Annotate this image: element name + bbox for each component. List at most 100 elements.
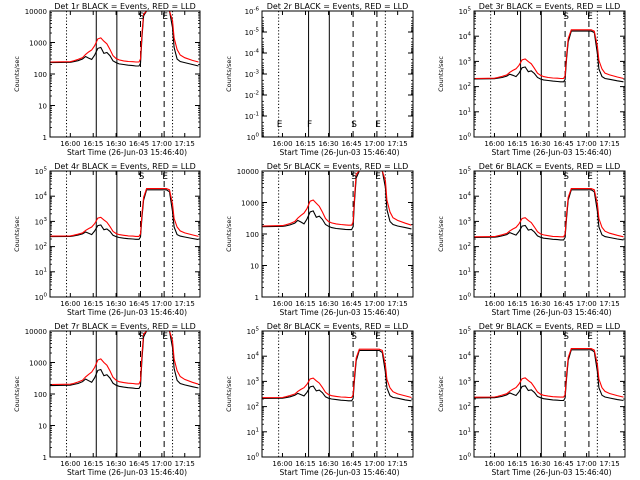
x-tick-label: 16:30 [318, 460, 338, 468]
y-tick-label: 105 [459, 7, 472, 17]
x-tick-label: 16:45 [341, 140, 361, 148]
y-tick-label: 100 [246, 231, 259, 239]
x-tick-label: 17:00 [577, 460, 597, 468]
y-tick-label: 101 [459, 267, 471, 277]
y-axis-label: Counts/sec [13, 216, 21, 252]
event-marker: S [351, 120, 357, 130]
x-axis-label: Start Time (26-Jun-03 15:46:40) [280, 468, 400, 477]
y-tick-label: 100 [34, 391, 47, 399]
y-tick-label: 1 [43, 454, 47, 462]
series-line-events [262, 349, 412, 402]
series-group [474, 29, 624, 83]
x-tick-label: 16:00 [272, 460, 292, 468]
panel-title: Det 9r BLACK = Events, RED = LLD [479, 322, 621, 331]
y-tick-label: 105 [35, 167, 48, 177]
panel-det-8: 16:00 16:15 16:30 16:45 17:00 17:15 100 101 102 1… [225, 322, 414, 477]
y-axis-label: Counts/sec [225, 376, 233, 412]
x-tick-label: 17:15 [175, 460, 195, 468]
x-tick-label: 16:45 [553, 300, 573, 308]
y-tick-label: 105 [247, 327, 260, 337]
x-tick-label: 16:00 [484, 300, 504, 308]
event-marker: S [139, 172, 145, 182]
x-tick-label: 16:30 [318, 300, 338, 308]
series-group [262, 348, 412, 402]
x-axis-label: Start Time (26-Jun-03 15:46:40) [492, 148, 612, 157]
x-tick-label: 16:00 [60, 140, 80, 148]
event-marker: S [563, 172, 569, 182]
event-marker: S [139, 12, 145, 22]
x-tick-label: 17:15 [388, 300, 408, 308]
panel-det-5: 16:00 16:15 16:30 16:45 17:00 17:15 1 10 100 1000… [225, 162, 414, 317]
y-tick-label: 100 [247, 453, 260, 463]
x-tick-label: 16:45 [129, 300, 149, 308]
x-tick-label: 16:45 [341, 300, 361, 308]
series-line-lld [474, 188, 624, 238]
series-line-lld [474, 29, 624, 80]
panel-title: Det 6r BLACK = Events, RED = LLD [479, 162, 621, 171]
plot-frame [261, 10, 414, 138]
panel-det-9: 16:00 16:15 16:30 16:45 17:00 17:15 100 101 102 1… [437, 322, 626, 477]
x-tick-label: 16:30 [530, 140, 550, 148]
event-marker: S [563, 12, 569, 22]
x-tick-label: 17:15 [388, 460, 408, 468]
plot-frame [473, 10, 626, 138]
event-marker: S [139, 332, 145, 342]
series-line-events [474, 349, 624, 402]
event-marker: E [587, 12, 593, 22]
x-tick-label: 17:00 [365, 140, 385, 148]
y-tick-label: 10000 [237, 168, 259, 176]
x-tick-label: 16:00 [484, 140, 504, 148]
y-tick-label: 102 [247, 402, 259, 412]
x-tick-label: 17:15 [388, 140, 408, 148]
panel-grid: 16:00 16:15 16:30 16:45 17:00 17:151101001000… [13, 2, 626, 477]
y-tick-label: 104 [459, 192, 472, 202]
x-tick-label: 16:30 [318, 140, 338, 148]
series-line-lld [50, 188, 199, 237]
y-tick-label: 101 [459, 107, 471, 117]
plot-frame [49, 170, 201, 298]
y-axis-label: Counts/sec [437, 376, 445, 412]
y-tick-label: 10000 [25, 8, 47, 16]
y-tick-label: 10 [38, 103, 47, 111]
event-marker: F [307, 120, 312, 130]
event-marker: E [587, 332, 593, 342]
series-group [50, 11, 199, 67]
plot-frame [261, 330, 414, 458]
y-tick-label: 104 [35, 192, 48, 202]
event-marker: E [162, 12, 168, 22]
y-axis-label: Counts/sec [437, 216, 445, 252]
y-tick-label: 10-6 [245, 7, 260, 17]
panel-det-2: 16:00 16:15 16:30 16:45 17:00 17:15 100 10-1 10-… [225, 2, 414, 157]
x-tick-label: 16:00 [272, 140, 292, 148]
series-line-events [50, 189, 199, 241]
event-marker: E [375, 332, 381, 342]
event-marker: E [162, 332, 168, 342]
series-line-events [474, 189, 624, 241]
y-tick-label: 101 [247, 427, 259, 437]
y-tick-label: 104 [459, 352, 472, 362]
y-axis-label: Counts/sec [13, 376, 21, 412]
x-tick-label: 17:00 [365, 460, 385, 468]
y-tick-label: 100 [34, 71, 47, 79]
series-line-events [474, 30, 624, 83]
y-tick-label: 100 [459, 293, 472, 303]
y-tick-label: 100 [35, 293, 48, 303]
y-tick-label: 100 [247, 133, 260, 143]
panel-title: Det 3r BLACK = Events, RED = LLD [479, 2, 621, 11]
x-tick-label: 16:15 [295, 140, 315, 148]
y-tick-label: 104 [247, 352, 260, 362]
x-tick-label: 16:15 [507, 300, 527, 308]
plot-frame [49, 10, 201, 138]
y-tick-label: 104 [459, 32, 472, 42]
y-tick-label: 103 [459, 377, 472, 387]
x-tick-label: 16:45 [553, 140, 573, 148]
event-marker: E [375, 172, 381, 182]
y-tick-label: 1 [255, 294, 259, 302]
x-tick-label: 16:15 [83, 460, 103, 468]
x-tick-label: 16:30 [106, 300, 126, 308]
y-tick-label: 102 [459, 402, 471, 412]
series-group [262, 171, 412, 231]
x-tick-label: 17:00 [152, 460, 172, 468]
y-tick-label: 102 [459, 242, 471, 252]
